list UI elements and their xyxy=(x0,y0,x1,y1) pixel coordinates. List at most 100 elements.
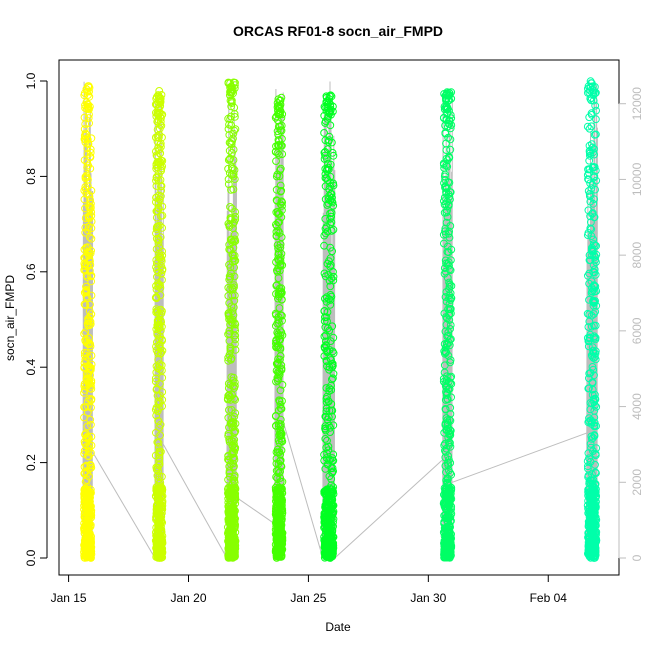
data-point xyxy=(81,120,90,128)
data-point xyxy=(154,439,163,447)
data-point xyxy=(82,171,91,180)
data-point xyxy=(81,403,90,412)
data-point xyxy=(274,343,283,352)
data-point xyxy=(155,87,164,95)
altitude-connector xyxy=(162,444,228,559)
data-point xyxy=(226,87,235,96)
data-point xyxy=(275,527,284,536)
data-point xyxy=(225,272,234,281)
data-point xyxy=(152,523,161,532)
data-point xyxy=(225,275,234,284)
data-point xyxy=(152,514,161,522)
data-point xyxy=(82,292,91,301)
data-point xyxy=(158,133,166,142)
data-point xyxy=(227,302,236,311)
data-point xyxy=(87,234,96,243)
data-point xyxy=(274,466,283,475)
data-point xyxy=(227,186,235,194)
data-point xyxy=(274,218,283,227)
x-axis-label: Date xyxy=(325,620,351,634)
data-point xyxy=(80,330,88,338)
data-point xyxy=(231,125,240,134)
data-point xyxy=(271,507,280,516)
data-point xyxy=(155,451,164,459)
data-point xyxy=(87,199,95,208)
y-tick-label: 0.6 xyxy=(24,263,38,280)
data-point xyxy=(154,222,162,231)
data-point xyxy=(272,359,281,368)
data-point xyxy=(228,164,237,173)
data-point xyxy=(152,515,160,524)
data-point xyxy=(228,285,237,294)
data-point xyxy=(225,312,233,321)
data-point xyxy=(157,182,166,190)
data-point xyxy=(87,246,95,255)
data-point xyxy=(84,104,93,113)
data-point xyxy=(81,477,90,486)
data-point xyxy=(276,266,284,275)
y-tick-label: 0.8 xyxy=(24,168,38,185)
data-point xyxy=(276,166,285,175)
data-point xyxy=(84,452,93,461)
data-point xyxy=(81,129,90,138)
data-point xyxy=(87,441,96,450)
data-point xyxy=(152,508,161,516)
data-point xyxy=(153,308,162,317)
data-point xyxy=(225,406,233,414)
data-point xyxy=(85,312,94,321)
data-point xyxy=(231,492,240,501)
data-point xyxy=(224,451,233,460)
data-point xyxy=(276,520,285,528)
data-point xyxy=(157,186,166,195)
data-point xyxy=(158,335,166,344)
data-point xyxy=(276,240,285,249)
data-point xyxy=(81,301,90,309)
data-point xyxy=(83,408,92,417)
data-point xyxy=(81,228,90,237)
data-point xyxy=(225,120,233,129)
data-point xyxy=(86,320,95,329)
data-point xyxy=(225,260,234,269)
data-point xyxy=(228,87,237,96)
data-point xyxy=(276,467,285,476)
data-point xyxy=(80,156,89,165)
data-point xyxy=(273,241,282,250)
data-point xyxy=(231,382,239,390)
data-point xyxy=(156,139,165,148)
data-point xyxy=(271,483,280,492)
data-point xyxy=(228,541,237,549)
data-point xyxy=(84,447,93,456)
data-point xyxy=(151,374,160,383)
data-point xyxy=(274,210,283,218)
data-point xyxy=(230,412,239,421)
data-point xyxy=(158,266,167,275)
data-point xyxy=(87,217,96,226)
data-point xyxy=(226,139,235,148)
data-point xyxy=(82,553,90,561)
data-point xyxy=(276,200,285,209)
data-point xyxy=(83,163,91,172)
data-point xyxy=(153,158,162,167)
data-point xyxy=(86,415,95,424)
data-point xyxy=(86,553,95,562)
data-point xyxy=(225,351,234,359)
data-point xyxy=(81,260,90,268)
data-point xyxy=(225,467,234,475)
data-point xyxy=(83,273,92,282)
data-point xyxy=(82,374,91,383)
data-point xyxy=(82,282,90,291)
data-point xyxy=(275,304,284,312)
data-point xyxy=(228,99,236,107)
data-point xyxy=(277,233,286,242)
data-point xyxy=(155,340,164,349)
data-point xyxy=(83,442,91,451)
data-point xyxy=(85,87,93,96)
data-point xyxy=(81,328,90,337)
data-point xyxy=(230,281,238,290)
data-point xyxy=(273,376,282,385)
data-point xyxy=(276,404,285,413)
data-point xyxy=(80,539,89,548)
data-point xyxy=(155,423,164,432)
y2-tick-label: 12000 xyxy=(630,87,644,121)
data-point xyxy=(84,161,93,170)
